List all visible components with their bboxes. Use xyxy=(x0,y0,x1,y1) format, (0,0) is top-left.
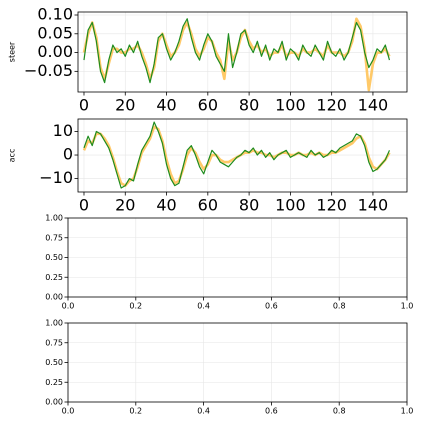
y-tick-label: 0.50 xyxy=(45,358,63,367)
x-tick-label: 0.2 xyxy=(129,407,142,416)
y-tick-label: 0.75 xyxy=(45,233,63,242)
x-tick-label: 60 xyxy=(198,96,218,115)
x-tick-label: 1.0 xyxy=(401,407,414,416)
x-tick-label: 20 xyxy=(115,96,135,115)
axes-frame xyxy=(77,11,408,93)
x-tick-label: 40 xyxy=(156,96,176,115)
y-tick-label: 0 xyxy=(63,145,73,164)
x-tick-label: 120 xyxy=(316,196,347,215)
x-tick-label: 0.4 xyxy=(197,302,210,311)
y-tick-label: 1.00 xyxy=(45,319,63,328)
x-tick-label: 1.0 xyxy=(401,302,414,311)
y-tick-label: 0.00 xyxy=(45,398,63,407)
y-tick-label: 0.00 xyxy=(37,42,73,61)
x-tick-label: 140 xyxy=(358,96,389,115)
x-tick-label: 0 xyxy=(79,196,89,215)
x-tick-label: 140 xyxy=(358,196,389,215)
y-tick-label: 0.05 xyxy=(37,23,73,42)
y-tick-label: 0.50 xyxy=(45,253,63,262)
x-tick-label: 80 xyxy=(239,96,259,115)
y-tick-label: 0.10 xyxy=(37,5,73,24)
x-tick-label: 0.0 xyxy=(62,407,75,416)
y-tick-label: 1.00 xyxy=(45,214,63,223)
x-tick-label: 0.6 xyxy=(265,302,278,311)
x-tick-label: 60 xyxy=(198,196,218,215)
x-tick-label: 100 xyxy=(275,96,306,115)
y-axis-label: steer xyxy=(8,41,17,62)
series-line xyxy=(83,121,391,189)
x-tick-label: 0.4 xyxy=(197,407,210,416)
series-line xyxy=(83,18,391,84)
x-tick-label: 40 xyxy=(156,196,176,215)
x-tick-label: 80 xyxy=(239,196,259,215)
y-tick-label: 0.25 xyxy=(45,273,63,282)
y-axis-label: acc xyxy=(8,149,17,163)
axes-frame xyxy=(67,217,408,298)
x-tick-label: 0.8 xyxy=(333,407,346,416)
y-tick-label: 0.00 xyxy=(45,293,63,302)
x-tick-label: 0.6 xyxy=(265,407,278,416)
x-tick-label: 120 xyxy=(316,96,347,115)
y-tick-label: 0.25 xyxy=(45,378,63,387)
y-tick-label: −10 xyxy=(39,168,73,187)
x-tick-label: 0.2 xyxy=(129,302,142,311)
y-tick-label: 0.75 xyxy=(45,338,63,347)
x-tick-label: 100 xyxy=(275,196,306,215)
axes-frame xyxy=(77,118,408,193)
x-tick-label: 0.8 xyxy=(333,302,346,311)
y-tick-label: −0.05 xyxy=(24,61,73,80)
axes-frame xyxy=(67,322,408,403)
x-tick-label: 0 xyxy=(79,96,89,115)
x-tick-label: 20 xyxy=(115,196,135,215)
x-tick-label: 0.0 xyxy=(62,302,75,311)
y-tick-label: 10 xyxy=(53,121,73,140)
